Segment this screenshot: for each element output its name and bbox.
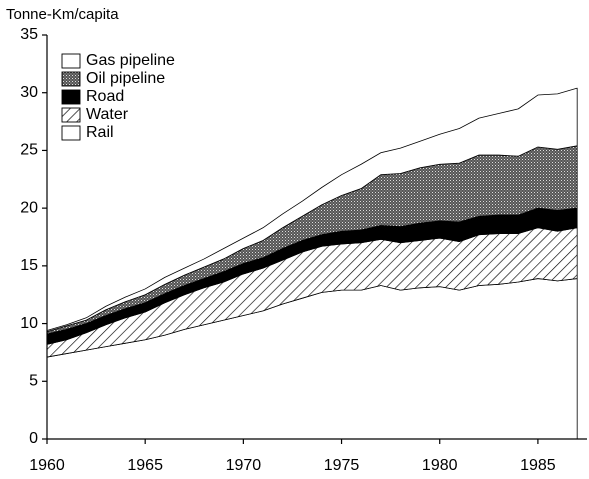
legend-label: Water [86, 106, 129, 123]
x-tick-label: 1975 [324, 457, 360, 474]
legend-label: Rail [86, 124, 114, 141]
legend-label: Oil pipeline [86, 70, 165, 87]
y-tick-label: 15 [20, 257, 38, 274]
y-tick-label: 10 [20, 315, 38, 332]
x-tick-label: 1985 [520, 457, 556, 474]
legend-swatch [61, 107, 81, 123]
y-axis-label: Tonne-Km/capita [6, 6, 119, 23]
x-tick-label: 1965 [127, 457, 163, 474]
y-tick-label: 25 [20, 142, 38, 159]
legend-label: Road [86, 88, 124, 105]
x-tick-label: 1980 [422, 457, 458, 474]
y-tick-label: 35 [20, 26, 38, 43]
area [46, 87, 578, 333]
legend-swatch [61, 89, 81, 105]
y-tick-label: 20 [20, 199, 38, 216]
y-tick-label: 0 [29, 430, 38, 447]
x-tick-label: 1970 [226, 457, 262, 474]
legend-swatch [61, 125, 81, 141]
y-tick-label: 5 [29, 373, 38, 390]
y-tick-label: 30 [20, 84, 38, 101]
x-tick-label: 1960 [29, 457, 65, 474]
legend-swatch [61, 71, 81, 87]
legend-swatch [61, 53, 81, 69]
legend-label: Gas pipeline [86, 52, 175, 69]
